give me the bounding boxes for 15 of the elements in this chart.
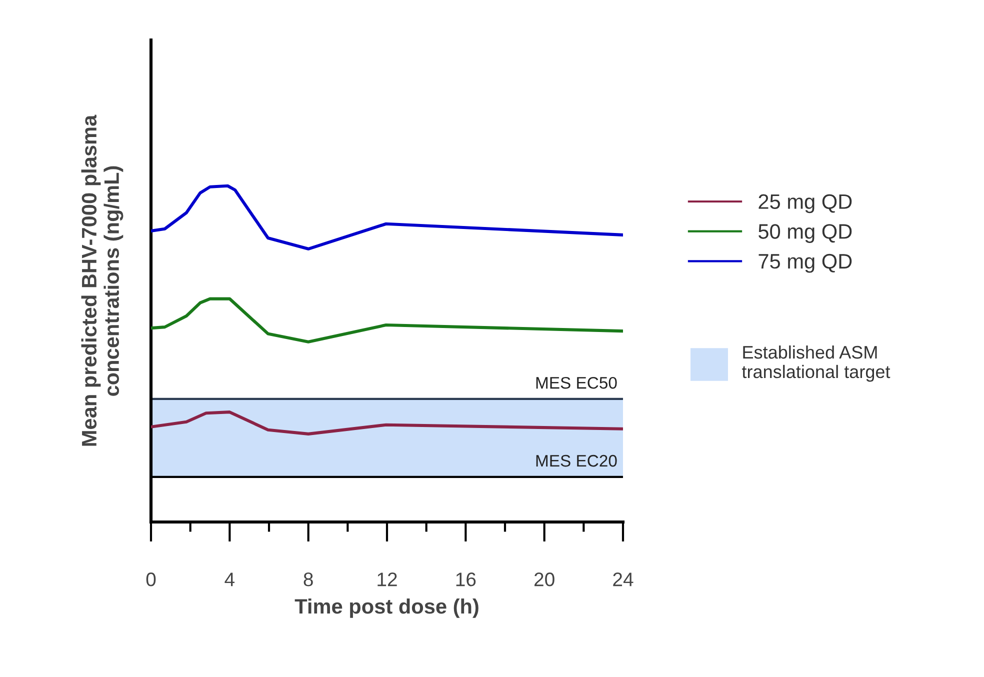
legend-label: 75 mg QD xyxy=(758,254,852,273)
y-axis-title: Mean predicted BHV-7000 plasma concentrations (ng/mL) xyxy=(81,114,124,446)
x-tick-label: 16 xyxy=(456,572,476,586)
x-tick-label: 0 xyxy=(146,572,156,586)
x-axis-title: Time post dose (h) xyxy=(294,598,478,618)
legend-label: 50 mg QD xyxy=(758,224,852,243)
ref-line-label: MES EC50 xyxy=(536,376,617,389)
x-tick-label: 12 xyxy=(378,572,397,586)
x-tick-label: 20 xyxy=(534,572,554,586)
x-tick-label: 24 xyxy=(613,572,634,586)
x-tick-label: 4 xyxy=(224,572,235,586)
legend-label: 25 mg QD xyxy=(758,194,852,214)
legend-label: Established ASM translational target xyxy=(742,345,890,382)
ref-line-label: MES EC20 xyxy=(536,454,617,467)
x-tick-label: 8 xyxy=(304,572,313,586)
